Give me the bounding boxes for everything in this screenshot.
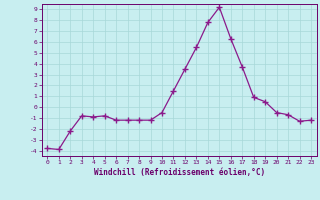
X-axis label: Windchill (Refroidissement éolien,°C): Windchill (Refroidissement éolien,°C) bbox=[94, 168, 265, 177]
